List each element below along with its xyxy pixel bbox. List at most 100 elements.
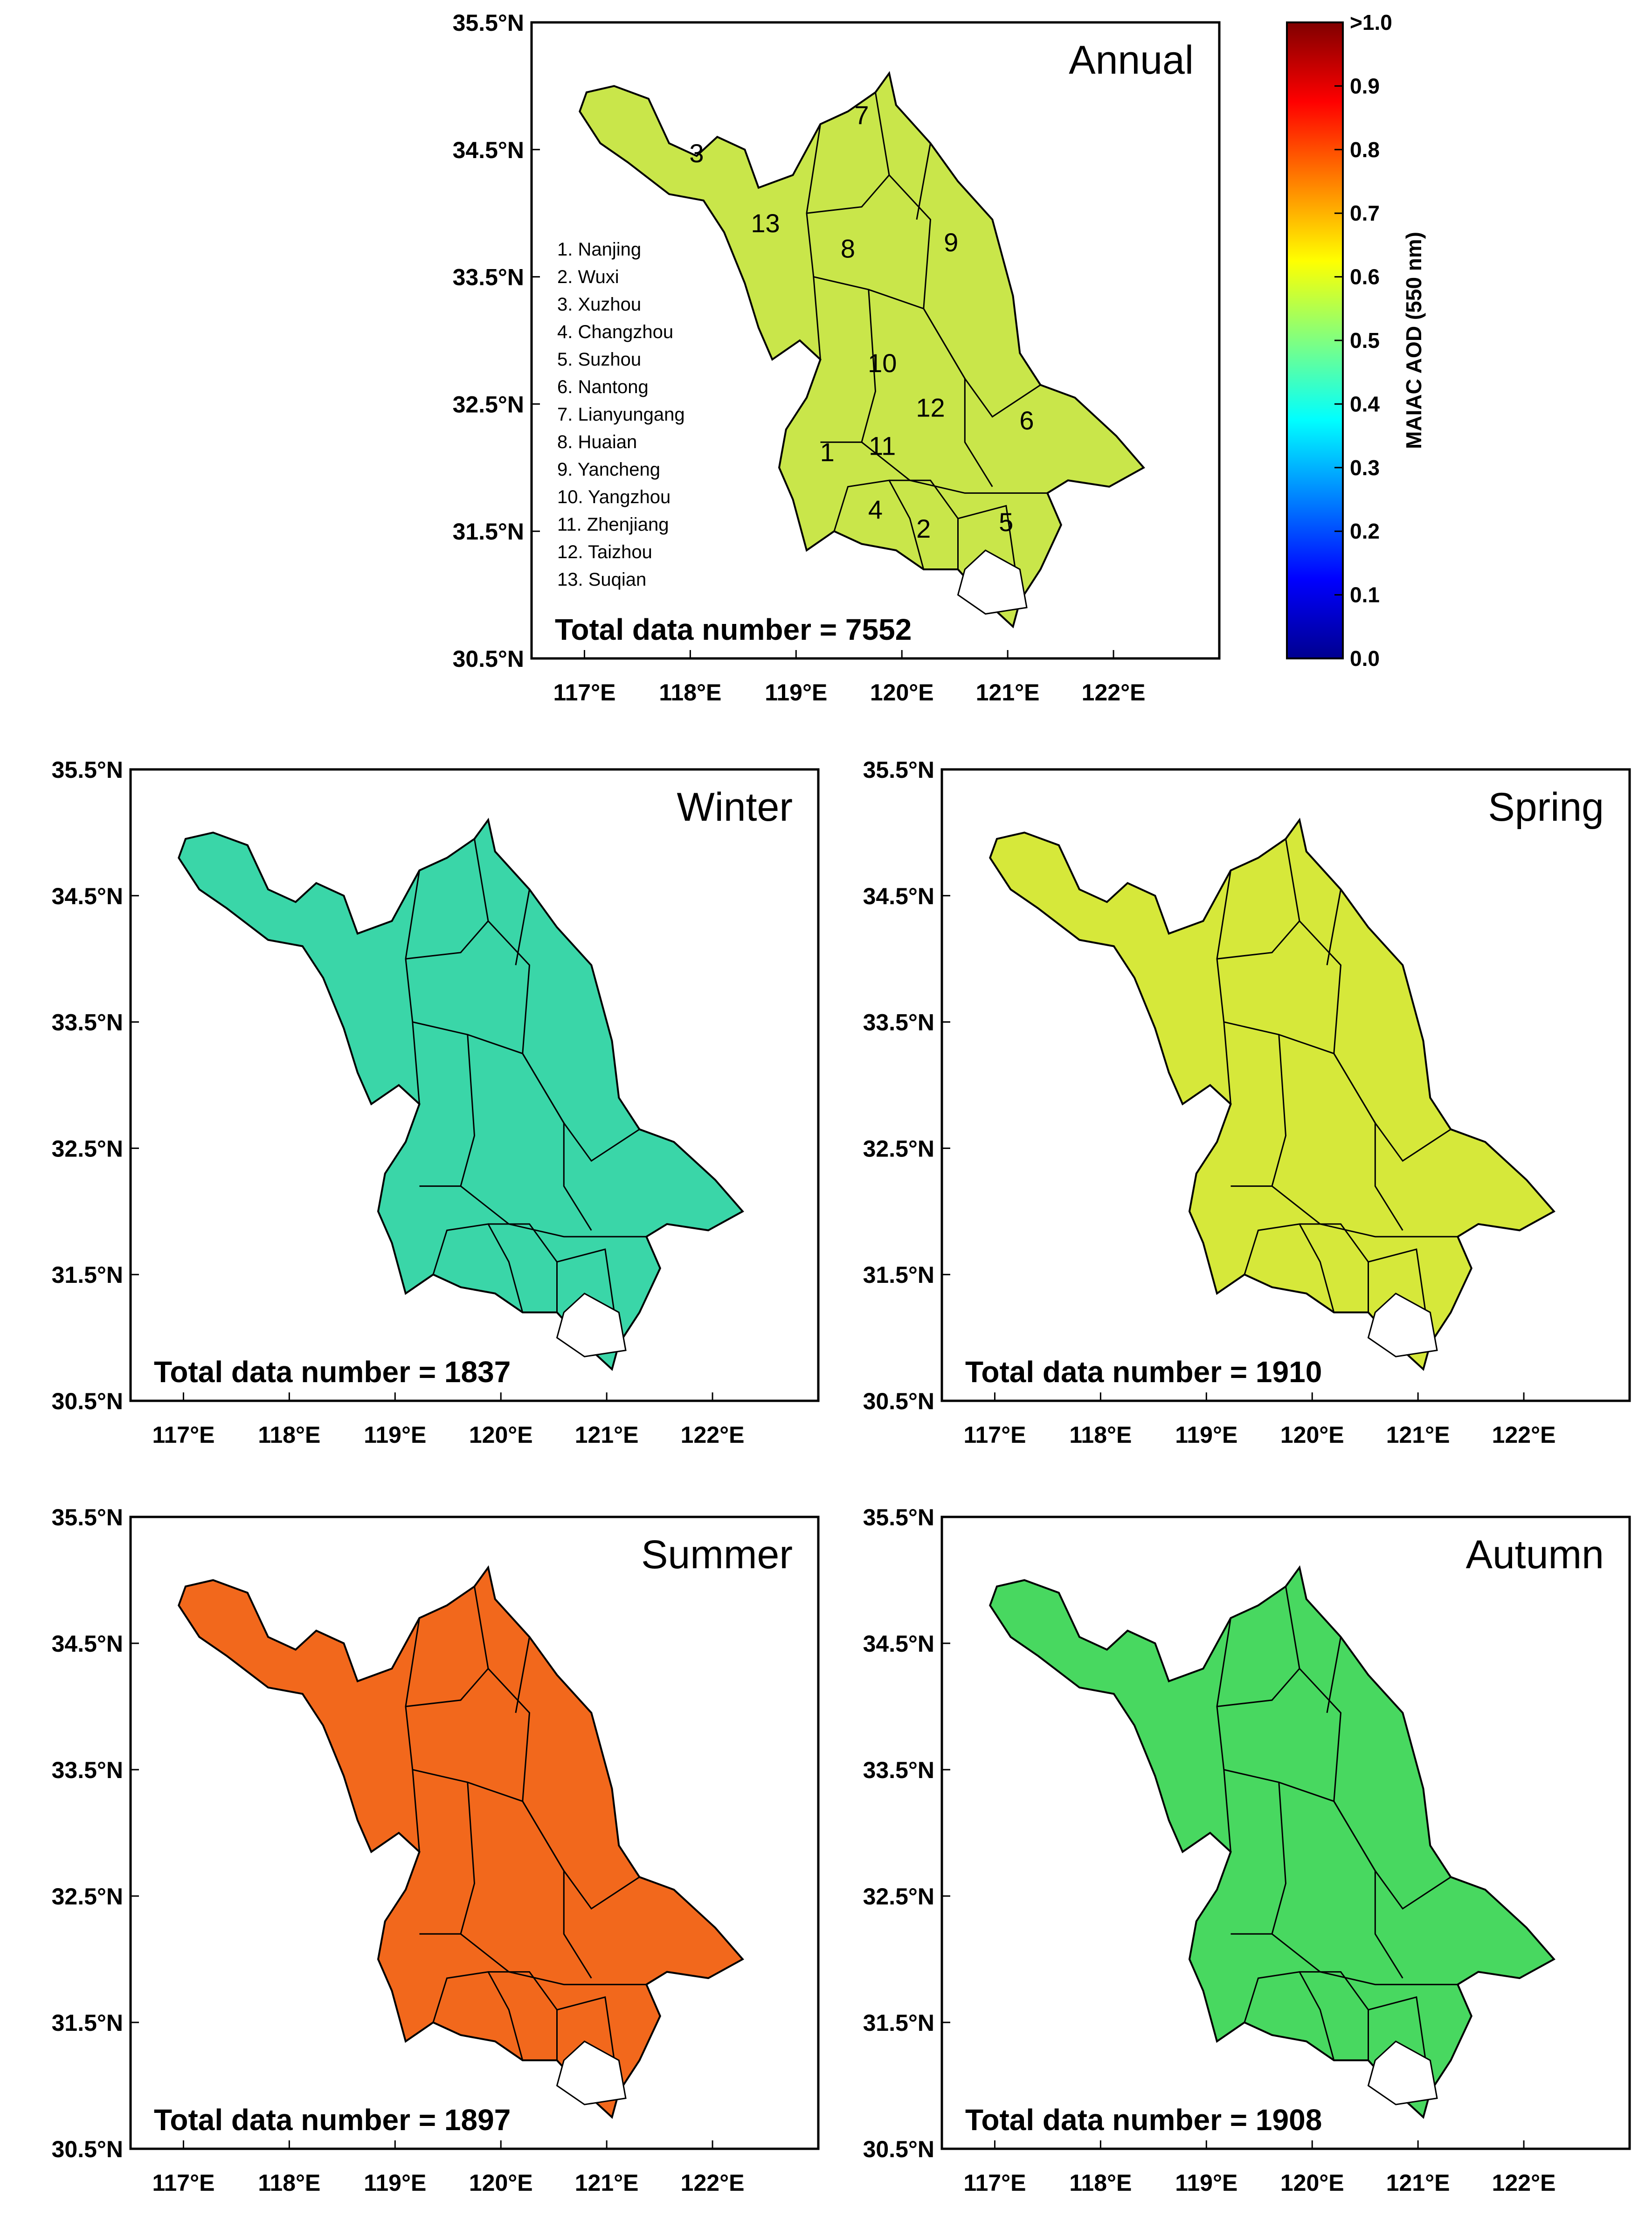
colorbar-tick-label: >1.0 [1350, 10, 1392, 35]
city-boundary [1299, 1971, 1369, 2061]
city-boundary [405, 921, 489, 960]
city-boundary [522, 1801, 592, 1979]
colorbar-tick-label: 0.4 [1350, 392, 1380, 416]
lon-tick-label: 120°E [469, 2170, 533, 2196]
colorbar-tick-label: 0.1 [1350, 583, 1380, 607]
lat-tick-label: 35.5°N [863, 757, 934, 783]
panel-title: Annual [1069, 38, 1194, 83]
lon-tick-label: 121°E [575, 2170, 639, 2196]
colorbar-title: MAIAC AOD (550 nm) [1402, 232, 1426, 449]
lat-tick-label: 33.5°N [52, 1010, 123, 1036]
city-number-label: 11 [869, 431, 896, 461]
city-boundary [1333, 1801, 1403, 1979]
panel-spring: 35.5°N 34.5°N 33.5°N 32.5°N 31.5°N 30.5°N 117°… [863, 757, 1631, 1448]
city-boundary [1326, 1637, 1341, 1713]
city-boundary [1333, 1053, 1403, 1231]
colorbar-gradient [1286, 21, 1344, 659]
lon-tick-label: 122°E [681, 2170, 745, 2196]
lon-tick-label: 117°E [553, 679, 615, 706]
city-legend-item: 7. Lianyungang [557, 404, 685, 425]
city-boundary [1216, 1618, 1231, 1852]
city-number-label: 3 [689, 138, 704, 168]
city-number-label: 5 [999, 507, 1013, 537]
city-boundary [1217, 921, 1300, 960]
city-boundary [875, 92, 932, 309]
lat-tick-label: 30.5°N [453, 646, 524, 672]
lon-tick-label: 122°E [681, 1422, 745, 1448]
province-outline [178, 1565, 744, 2119]
lon-tick-label: 117°E [963, 1422, 1026, 1448]
lat-tick-label: 34.5°N [52, 883, 123, 909]
city-boundary [1271, 1782, 1458, 1986]
city-boundary [474, 838, 531, 1054]
taihu-lake [957, 549, 1028, 615]
city-legend-item: 3. Xuzhou [557, 294, 641, 315]
lat-tick-label: 33.5°N [52, 1757, 123, 1783]
city-boundary [1326, 889, 1341, 965]
province-outline [989, 817, 1555, 1371]
lon-tick-label: 121°E [1386, 2170, 1450, 2196]
city-boundary [488, 1223, 558, 1313]
data-count-label: Total data number = 1897 [154, 2103, 511, 2137]
city-boundary [1285, 838, 1342, 1054]
panel-title: Spring [1488, 785, 1604, 830]
city-boundary [515, 1637, 530, 1713]
lat-tick-label: 34.5°N [453, 137, 524, 163]
lon-tick-label: 120°E [1280, 2170, 1344, 2196]
lat-tick-label: 31.5°N [52, 1262, 123, 1288]
panel-autumn: 35.5°N 34.5°N 33.5°N 32.5°N 31.5°N 30.5°N 117°… [863, 1504, 1631, 2196]
lon-tick-label: 118°E [1069, 2170, 1132, 2196]
lat-tick-label: 30.5°N [52, 2136, 123, 2162]
lon-tick-label: 119°E [1175, 1422, 1237, 1448]
city-legend-item: 13. Suqian [557, 569, 646, 590]
data-count-label: Total data number = 1910 [965, 1355, 1322, 1389]
city-boundary [1217, 1668, 1300, 1707]
city-number-label: 7 [854, 100, 869, 130]
city-legend-item: 12. Taizhou [557, 542, 652, 562]
lat-tick-label: 32.5°N [863, 1135, 934, 1162]
city-legend-item: 4. Changzhou [557, 322, 673, 342]
lat-tick-label: 35.5°N [52, 757, 123, 783]
city-boundary [405, 870, 420, 1104]
lat-tick-label: 32.5°N [453, 391, 524, 417]
city-legend-item: 10. Yangzhou [557, 487, 670, 507]
data-count-label: Total data number = 1908 [965, 2103, 1322, 2137]
lon-tick-label: 121°E [1386, 1422, 1450, 1448]
colorbar-tick-label: 0.5 [1350, 328, 1380, 353]
city-number-label: 9 [944, 228, 958, 257]
city-number-label: 4 [868, 495, 883, 524]
taihu-lake [1367, 1292, 1438, 1357]
colorbar-tick-label: 0.7 [1350, 201, 1380, 225]
city-boundary [1271, 1034, 1458, 1238]
city-boundary [522, 1053, 592, 1231]
panel-title: Summer [641, 1532, 793, 1577]
province-outline [178, 817, 744, 1371]
lat-tick-label: 34.5°N [863, 883, 934, 909]
lon-tick-label: 119°E [364, 1422, 426, 1448]
lon-tick-label: 118°E [258, 1422, 320, 1448]
data-count-label: Total data number = 7552 [555, 613, 912, 646]
panel-annual: 35.5°N 34.5°N 33.5°N 32.5°N 31.5°N 30.5°N 117°… [453, 10, 1221, 706]
city-boundary [1299, 1223, 1369, 1313]
panel-title: Winter [677, 785, 793, 830]
city-boundary [488, 1971, 558, 2061]
colorbar-ticks: >1.0 0.9 0.8 0.7 0.6 0.5 0.4 0.3 0.2 0.1 0.0 [1334, 10, 1392, 671]
city-number-label: 8 [841, 234, 855, 263]
city-number-label: 10 [868, 348, 897, 378]
lon-tick-label: 120°E [1280, 1422, 1344, 1448]
lon-tick-label: 119°E [765, 679, 827, 706]
lat-tick-label: 34.5°N [52, 1631, 123, 1657]
lon-tick-label: 122°E [1492, 2170, 1556, 2196]
lon-tick-label: 121°E [976, 679, 1040, 706]
lat-tick-label: 35.5°N [52, 1504, 123, 1530]
lon-tick-label: 121°E [575, 1422, 639, 1448]
city-legend-item: 5. Suzhou [557, 349, 641, 370]
city-boundary [460, 1782, 647, 1986]
city-legend-item: 2. Wuxi [557, 267, 619, 287]
city-boundary [889, 479, 959, 569]
lon-tick-label: 118°E [659, 679, 721, 706]
taihu-lake [1367, 2040, 1438, 2105]
lat-tick-label: 31.5°N [453, 519, 524, 545]
lon-tick-label: 117°E [152, 1422, 214, 1448]
